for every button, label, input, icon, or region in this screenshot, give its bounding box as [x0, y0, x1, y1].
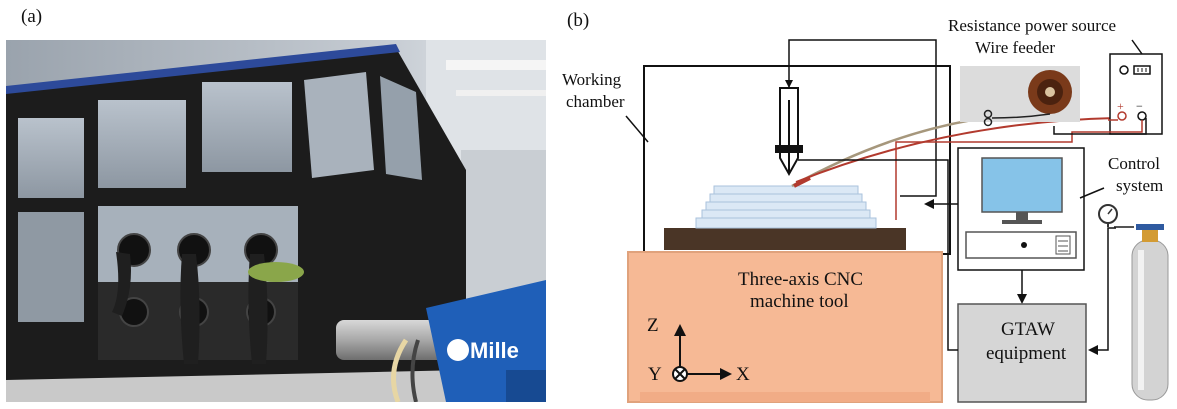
resistance-power-source — [1109, 53, 1163, 135]
system-schematic: + − — [625, 39, 1169, 403]
gtaw-equipment — [957, 303, 1087, 403]
label-working-chamber-1: Working — [562, 70, 622, 89]
label-power-source: Resistance power source — [948, 16, 1117, 35]
chamber-photo: Mille — [6, 40, 546, 402]
welding-torch — [775, 87, 803, 177]
label-gtaw-2: equipment — [986, 343, 1067, 364]
terminal-plus: + — [1117, 99, 1124, 113]
axis-indicator — [672, 324, 732, 382]
label-working-chamber-2: chamber — [566, 92, 625, 111]
label-gtaw-1: GTAW — [1001, 319, 1055, 340]
axis-z-label: Z — [647, 315, 659, 336]
label-wire-feeder: Wire feeder — [975, 38, 1056, 57]
deposited-layers — [695, 185, 877, 229]
monitor — [981, 157, 1063, 213]
panel-label-b: (b) — [567, 10, 590, 31]
panel-label-a: (a) — [21, 6, 43, 27]
axis-x-label: X — [736, 364, 750, 385]
build-plate — [664, 228, 906, 250]
gas-cylinder — [1098, 204, 1169, 401]
label-cnc-2: machine tool — [750, 291, 849, 312]
label-cnc-1: Three-axis CNC — [738, 269, 864, 290]
label-control-1: Control — [1108, 154, 1160, 173]
terminal-minus: − — [1136, 99, 1143, 113]
label-control-2: system — [1116, 176, 1164, 195]
axis-y-label: Y — [648, 364, 662, 385]
brand-text: Mille — [470, 338, 519, 363]
